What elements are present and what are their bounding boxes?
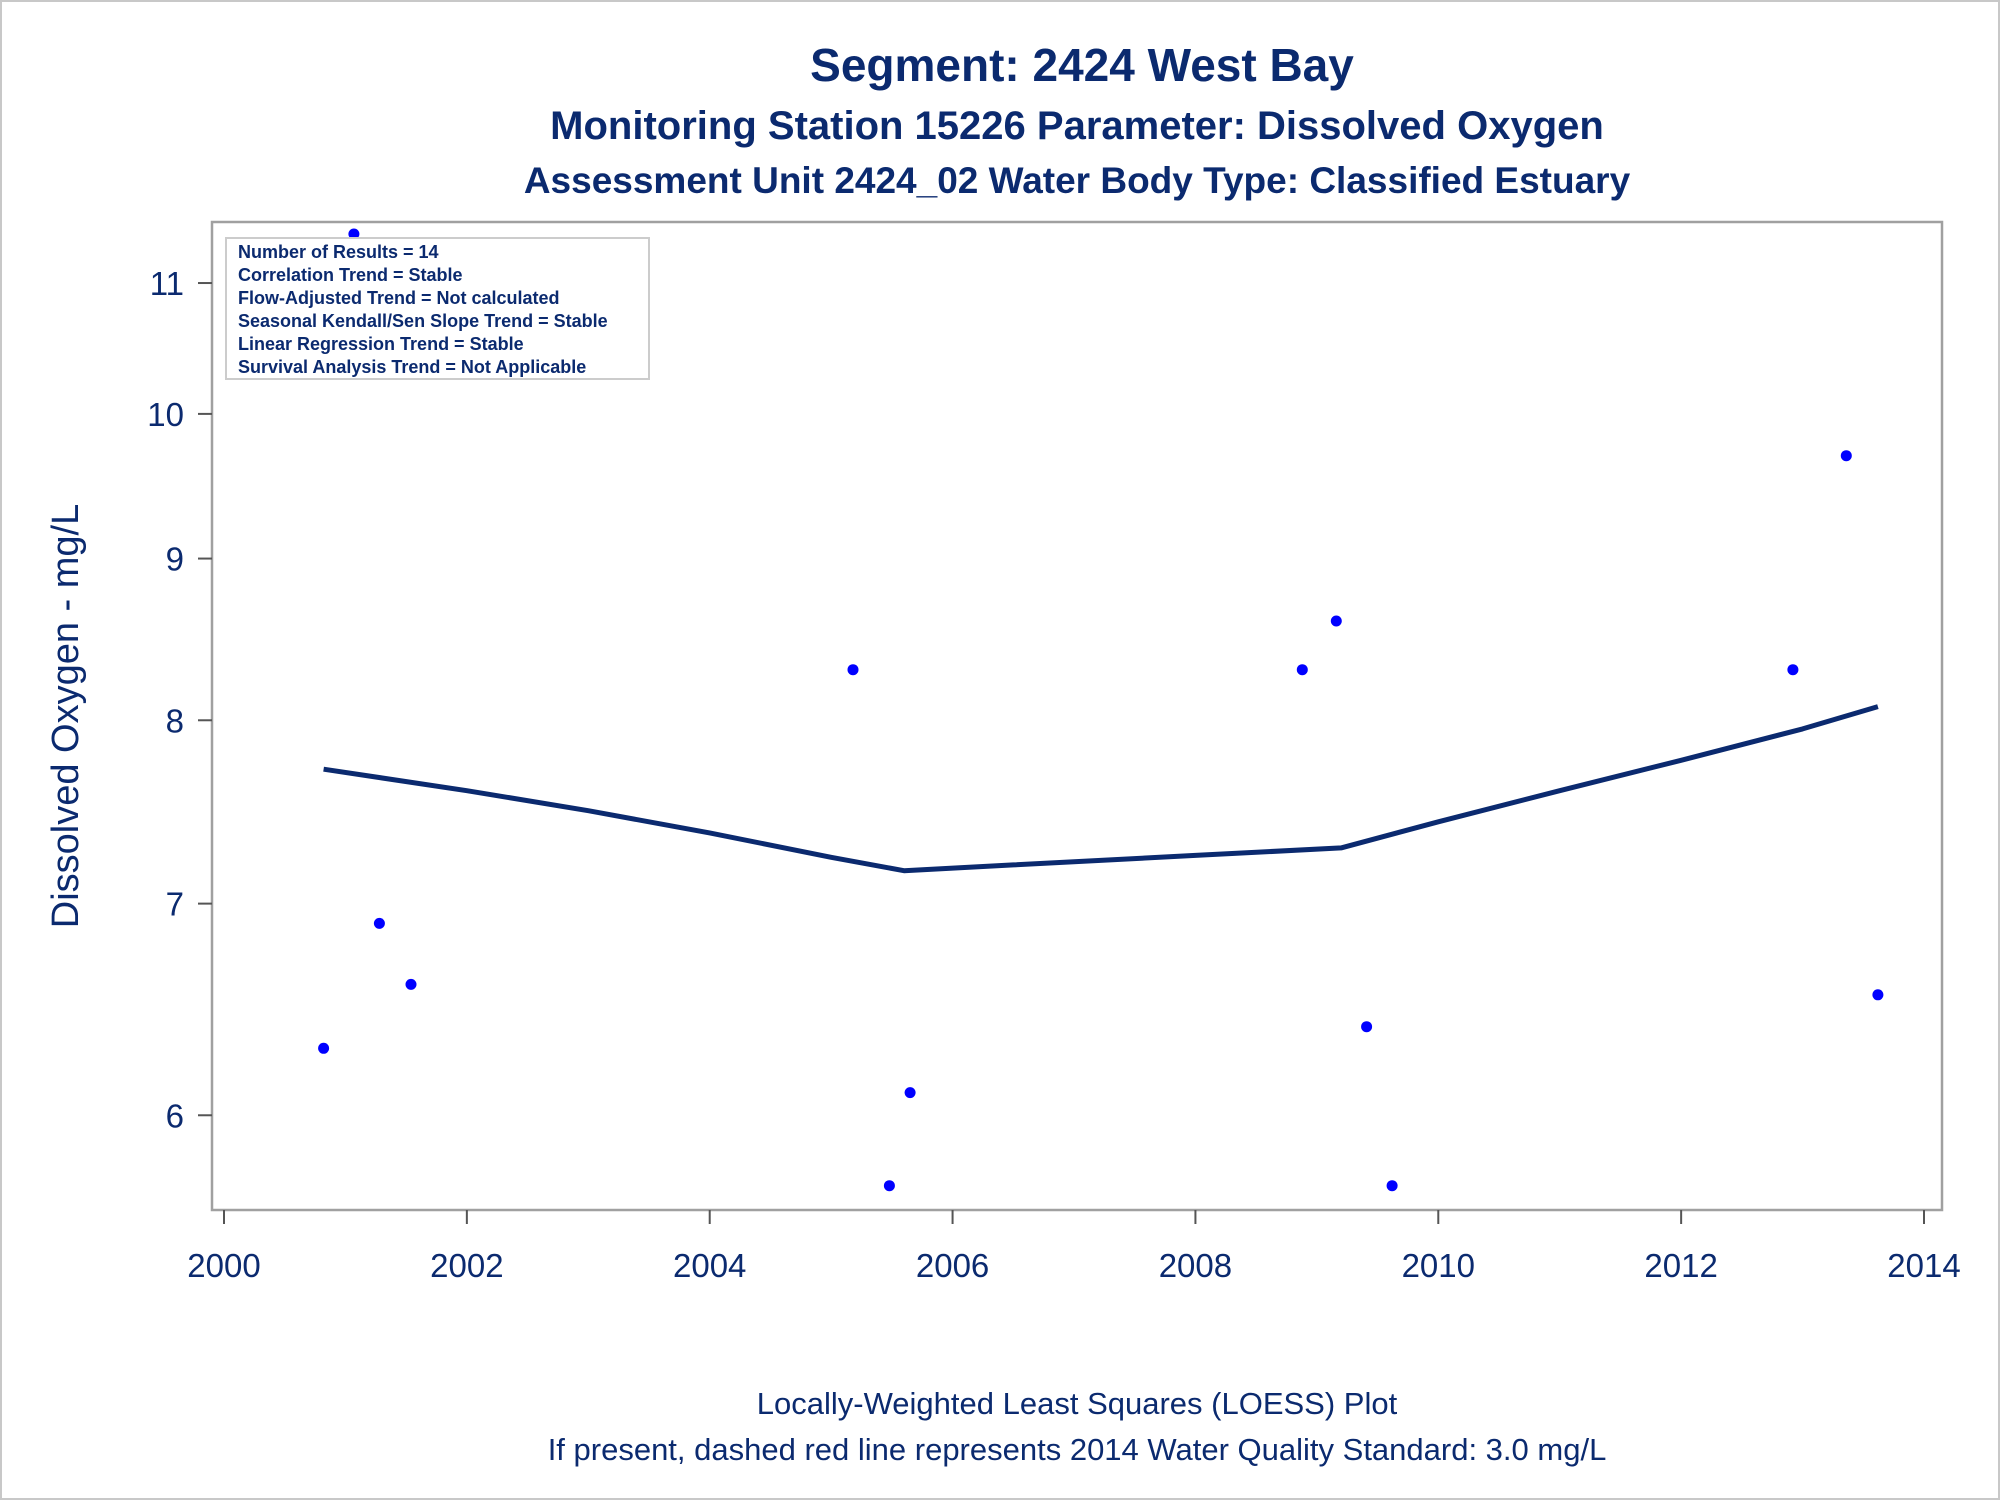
x-tick-label: 2006 <box>916 1247 989 1284</box>
data-point <box>883 1180 895 1192</box>
chart-title: Segment: 2424 West Bay <box>810 39 1354 91</box>
inset-line-linear-regression: Linear Regression Trend = Stable <box>238 334 524 354</box>
chart-subtitle-assessment: Assessment Unit 2424_02 Water Body Type:… <box>524 160 1631 201</box>
data-point <box>405 978 417 990</box>
y-tick-label: 9 <box>166 541 184 578</box>
footnote-loess: Locally-Weighted Least Squares (LOESS) P… <box>757 1386 1398 1421</box>
inset-line-flow-adjusted: Flow-Adjusted Trend = Not calculated <box>238 288 560 308</box>
y-tick-label: 6 <box>166 1097 184 1134</box>
data-point <box>1361 1021 1373 1033</box>
data-point <box>318 1042 330 1054</box>
data-point <box>1386 1180 1398 1192</box>
stats-inset: Number of Results = 14 Correlation Trend… <box>225 237 650 380</box>
x-tick-label: 2010 <box>1402 1247 1475 1284</box>
y-axis-label: Dissolved Oxygen - mg/L <box>45 504 87 929</box>
x-tick-label: 2008 <box>1159 1247 1232 1284</box>
x-tick-label: 2000 <box>187 1247 260 1284</box>
x-axis: 2000 2002 2004 2006 2008 2010 2012 2014 <box>187 1210 1961 1284</box>
stats-inset-box <box>225 237 650 380</box>
data-point <box>348 228 360 240</box>
data-point <box>1296 664 1308 676</box>
inset-line-results: Number of Results = 14 <box>238 242 439 262</box>
x-tick-label: 2004 <box>673 1247 746 1284</box>
chart-subtitle-station: Monitoring Station 15226 Parameter: Diss… <box>550 104 1604 148</box>
x-tick-label: 2012 <box>1644 1247 1717 1284</box>
y-tick-label: 8 <box>166 702 184 739</box>
data-point <box>847 664 859 676</box>
data-point <box>904 1087 916 1099</box>
inset-line-seasonal-kendall: Seasonal Kendall/Sen Slope Trend = Stabl… <box>238 311 608 331</box>
y-tick-label: 11 <box>150 265 184 302</box>
x-tick-label: 2002 <box>430 1247 503 1284</box>
data-point <box>1840 450 1852 462</box>
footnote-standard: If present, dashed red line represents 2… <box>548 1432 1607 1467</box>
y-axis: 6 7 8 9 10 11 <box>147 265 212 1134</box>
inset-line-correlation: Correlation Trend = Stable <box>238 265 463 285</box>
y-tick-label: 7 <box>166 886 184 923</box>
x-tick-label: 2014 <box>1887 1247 1960 1284</box>
data-points <box>318 228 1884 1192</box>
data-point <box>1330 615 1342 627</box>
data-point <box>373 917 385 929</box>
data-point <box>1787 664 1799 676</box>
data-point <box>1872 989 1884 1001</box>
inset-line-survival: Survival Analysis Trend = Not Applicable <box>238 357 586 377</box>
loess-trend-line <box>323 704 1879 874</box>
y-tick-label: 10 <box>147 396 184 433</box>
plot-area <box>210 220 1944 1212</box>
